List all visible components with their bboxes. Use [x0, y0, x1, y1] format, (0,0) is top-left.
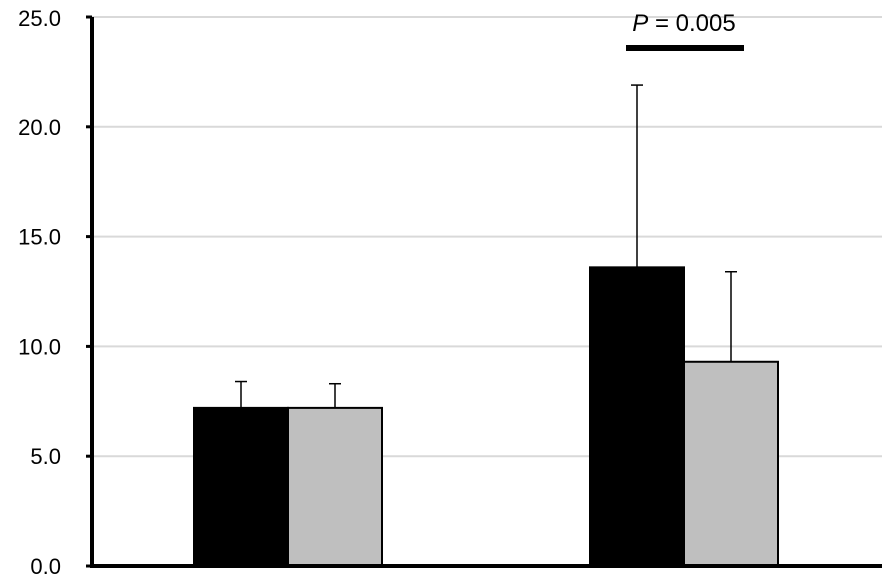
bar: [589, 266, 685, 567]
bar: [683, 360, 779, 567]
p-symbol: P: [632, 10, 648, 37]
y-tick-label: 20.0: [18, 115, 61, 140]
bars: [193, 266, 779, 567]
bar: [287, 406, 383, 567]
y-tick-label: 0.0: [30, 554, 61, 579]
y-tick-label: 10.0: [18, 334, 61, 359]
y-tick-label: 25.0: [18, 6, 61, 31]
p-value-label: P = 0.005: [632, 10, 735, 37]
significance-annotation: P = 0.005: [626, 10, 744, 51]
bar: [193, 406, 289, 567]
axes: [86, 15, 882, 568]
y-tick-label: 5.0: [30, 444, 61, 469]
y-tick-label: 15.0: [18, 225, 61, 250]
p-value: = 0.005: [648, 10, 735, 37]
error-bars: [235, 84, 737, 408]
y-tick-labels: 0.0 5.0 10.0 15.0 20.0 25.0: [18, 6, 61, 579]
